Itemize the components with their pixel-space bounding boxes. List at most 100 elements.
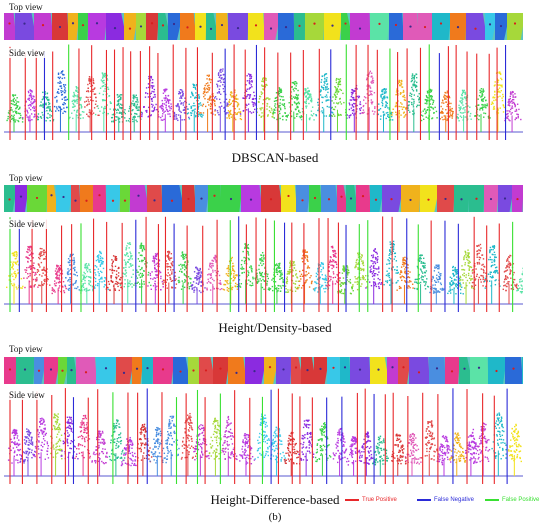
top-view-segment: [130, 185, 150, 212]
tree-top-marker: [423, 25, 427, 29]
side-view-area: [4, 42, 523, 148]
tree-top-marker: [172, 22, 176, 26]
top-view-segment: [142, 357, 154, 384]
tree-crown: [365, 248, 383, 304]
tree-crown: [438, 90, 454, 132]
tree-top-marker: [37, 369, 41, 372]
tree-crown: [53, 70, 69, 132]
tree-top-marker: [150, 22, 154, 25]
tree-top-marker: [71, 22, 75, 25]
method-title: Height-Difference-based: [210, 492, 340, 507]
side-view-point-cloud: [4, 388, 523, 484]
tree-top-marker: [153, 199, 156, 202]
top-view-segment: [398, 357, 411, 384]
top-view-segments: [4, 185, 523, 212]
tree-top-marker: [135, 367, 139, 370]
tree-crown: [110, 93, 127, 132]
tree-crown: [268, 262, 287, 304]
false-negative-line-icon: [417, 499, 431, 501]
top-view-segment: [4, 185, 18, 212]
top-view-segment: [106, 185, 123, 212]
tree-top-marker: [139, 25, 143, 28]
tree-top-marker: [249, 198, 253, 201]
tree-top-marker: [343, 366, 347, 369]
top-view-strip: [4, 357, 523, 384]
panel-height-density: Top view Side view Height/Density-based: [0, 172, 550, 342]
tree-top-marker: [306, 369, 309, 372]
top-view-segment: [370, 185, 385, 212]
tree-top-marker: [8, 22, 11, 25]
tree-top-marker: [186, 26, 189, 29]
tree-crown: [180, 412, 198, 476]
tree-crown: [346, 436, 361, 476]
tree-crown: [464, 428, 480, 476]
tree-top-marker: [8, 368, 12, 371]
panel-dbscan: Top view Side view DBSCAN-based: [0, 0, 550, 170]
tree-top-marker: [439, 22, 443, 25]
tree-crown: [407, 73, 423, 132]
tree-top-marker: [390, 197, 393, 201]
top-view-segment: [248, 13, 265, 40]
top-view-segment: [264, 13, 281, 40]
tree-crown: [346, 84, 364, 132]
tree-top-marker: [417, 371, 421, 374]
top-view-segment: [305, 13, 325, 40]
tree-top-marker: [463, 367, 466, 370]
tree-top-marker: [435, 367, 439, 370]
tree-top-marker: [253, 370, 256, 373]
tree-crown: [329, 77, 347, 132]
top-view-label: Top view: [7, 173, 45, 183]
tree-crown: [332, 427, 350, 476]
top-view-segment: [241, 185, 263, 212]
tree-crown: [297, 249, 315, 304]
top-view-segment: [213, 357, 230, 384]
method-title: DBSCAN-based: [231, 150, 319, 165]
top-view-segment: [228, 357, 247, 384]
tree-top-marker: [268, 366, 272, 369]
tree-top-marker: [213, 194, 216, 197]
tree-top-marker: [444, 197, 447, 201]
tree-top-marker: [23, 22, 26, 25]
tree-crown: [504, 90, 522, 132]
tree-crown: [119, 242, 137, 304]
tree-top-marker: [128, 27, 132, 30]
tree-crown: [32, 417, 50, 476]
tree-crown: [19, 428, 36, 476]
tree-crown: [490, 71, 506, 132]
tree-crown: [459, 249, 476, 304]
tree-crown: [6, 94, 24, 132]
tree-top-marker: [456, 26, 460, 29]
tree-crown: [221, 415, 238, 476]
top-view-segment: [261, 185, 283, 212]
subfigure-label: (b): [268, 511, 282, 523]
tree-top-marker: [74, 199, 77, 202]
top-view-segment: [401, 185, 421, 212]
tree-top-marker: [19, 195, 23, 198]
tree-top-marker: [58, 25, 62, 29]
tree-crown: [420, 420, 439, 476]
tree-top-marker: [98, 194, 101, 197]
top-view-segment: [296, 185, 311, 212]
side-view-area: [4, 386, 523, 492]
tree-crown: [396, 256, 414, 304]
tree-top-marker: [62, 195, 65, 199]
top-view-segment: [350, 13, 371, 40]
top-view-segment: [199, 357, 216, 384]
tree-crown: [60, 416, 79, 476]
tree-crown: [84, 75, 100, 132]
tree-crown: [157, 88, 175, 132]
tree-top-marker: [122, 371, 126, 374]
tree-top-marker: [113, 27, 117, 30]
tree-top-marker: [199, 25, 202, 28]
top-view-strip: [4, 185, 523, 212]
tree-crown: [471, 243, 488, 304]
tree-crown: [352, 252, 368, 304]
top-view-segment: [432, 13, 452, 40]
tree-crown: [79, 262, 95, 304]
tree-top-marker: [499, 24, 503, 28]
top-view-segment: [168, 13, 183, 40]
tree-crown: [315, 73, 334, 132]
top-view-segment: [158, 13, 171, 40]
top-view-segment: [327, 357, 341, 384]
top-view-segment: [466, 13, 488, 40]
